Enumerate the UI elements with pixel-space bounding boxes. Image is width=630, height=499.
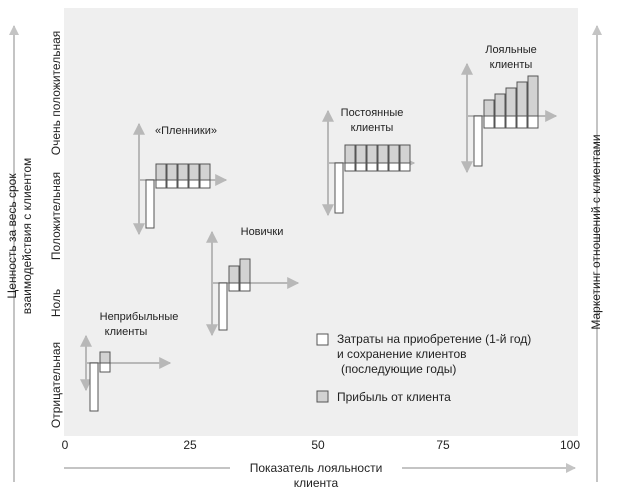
regulars-profit-bar [388,144,400,164]
y-level-negative: Отрицательная [49,342,63,428]
left-axis-label-line2: взаимодействия с клиентом [20,158,34,315]
regulars-retention-cost-bar [366,162,378,172]
loyal-retention-cost-bar [494,115,506,129]
regulars-profit-bar [355,144,367,164]
group-loyal-label-line2: клиенты [490,59,533,71]
legend-costs-line1: Затраты на приобретение (1-й год) [337,332,531,346]
captives-profit-bar [155,163,167,181]
loyal-retention-cost-bar [505,115,517,129]
bottom-axis-label-line2: клиента [294,476,339,490]
group-captives-label: «Пленники» [155,125,217,137]
regulars-retention-cost-bar [388,162,400,172]
bar-groups [80,62,558,412]
loyal-profit-bar [516,81,528,117]
regulars-retention-cost-bar [355,162,367,172]
regulars-retention-cost-bar [377,162,389,172]
regulars-profit-bar [399,144,411,164]
diagram-panel [64,8,578,436]
captives-retention-cost-bar [155,179,167,189]
captives-profit-bar [199,163,211,181]
loyal-retention-cost-bar [516,115,528,129]
loyal-acquisition-cost-bar [473,115,483,167]
regulars-retention-cost-bar [399,162,411,172]
newcomers-acquisition-cost-bar [218,282,228,331]
x-tick-0: 0 [62,438,69,452]
newcomers-retention-cost-bar [239,282,251,292]
legend-profit-label: Прибыль от клиента [337,390,451,404]
x-tick-50: 50 [311,438,325,452]
group-regulars-label-line2: клиенты [351,122,394,134]
y-level-very-positive: Очень положительная [49,31,63,155]
regulars-profit-bar [366,144,378,164]
regulars-profit-bar [377,144,389,164]
bottom-axis-label-line1: Показатель лояльности [250,461,383,475]
captives-retention-cost-bar [199,179,211,189]
newcomers-profit-bar [228,265,240,284]
regulars-acquisition-cost-bar [334,162,344,214]
group-loyal-label-line1: Лояльные [485,44,537,56]
loyal-profit-bar [527,75,539,117]
x-tick-100: 100 [560,438,580,452]
x-tick-25: 25 [183,438,197,452]
group-newcomers-label: Новички [241,226,284,238]
regulars-retention-cost-bar [344,162,356,172]
newcomers-retention-cost-bar [228,282,240,292]
group-unprofitable-label-line2: клиенты [105,326,148,338]
newcomers-profit-bar [239,258,251,284]
captives-retention-cost-bar [177,179,189,189]
loyal-retention-cost-bar [527,115,539,129]
unprofitable-acquisition-cost-bar [89,362,99,412]
left-axis-label-line1: Ценность за весь срок [5,173,19,299]
loyal-profit-bar [483,99,495,117]
loyal-profit-bar [505,87,517,117]
captives-profit-bar [166,163,178,181]
legend-costs-line2: и сохранение клиентов [337,347,467,361]
y-level-positive: Положительная [49,172,63,260]
loyal-retention-cost-bar [483,115,495,129]
group-unprofitable-label-line1: Неприбыльные [100,311,179,323]
captives-profit-bar [177,163,189,181]
x-tick-75: 75 [436,438,450,452]
right-axis-label: Маркетинг отношений с клиентами [589,134,603,329]
legend-costs-swatch [316,333,329,346]
unprofitable-profit-bar [99,351,111,364]
loyal-profit-bar [494,93,506,117]
group-regulars-label-line1: Постоянные [341,107,404,119]
legend-profit-swatch [316,390,329,403]
legend-costs-line3: (последующие годы) [341,362,456,376]
unprofitable-retention-cost-bar [99,362,111,373]
captives-retention-cost-bar [188,179,200,189]
captives-acquisition-cost-bar [145,179,155,229]
y-level-zero: Ноль [49,289,63,317]
regulars-profit-bar [344,144,356,164]
captives-profit-bar [188,163,200,181]
captives-retention-cost-bar [166,179,178,189]
